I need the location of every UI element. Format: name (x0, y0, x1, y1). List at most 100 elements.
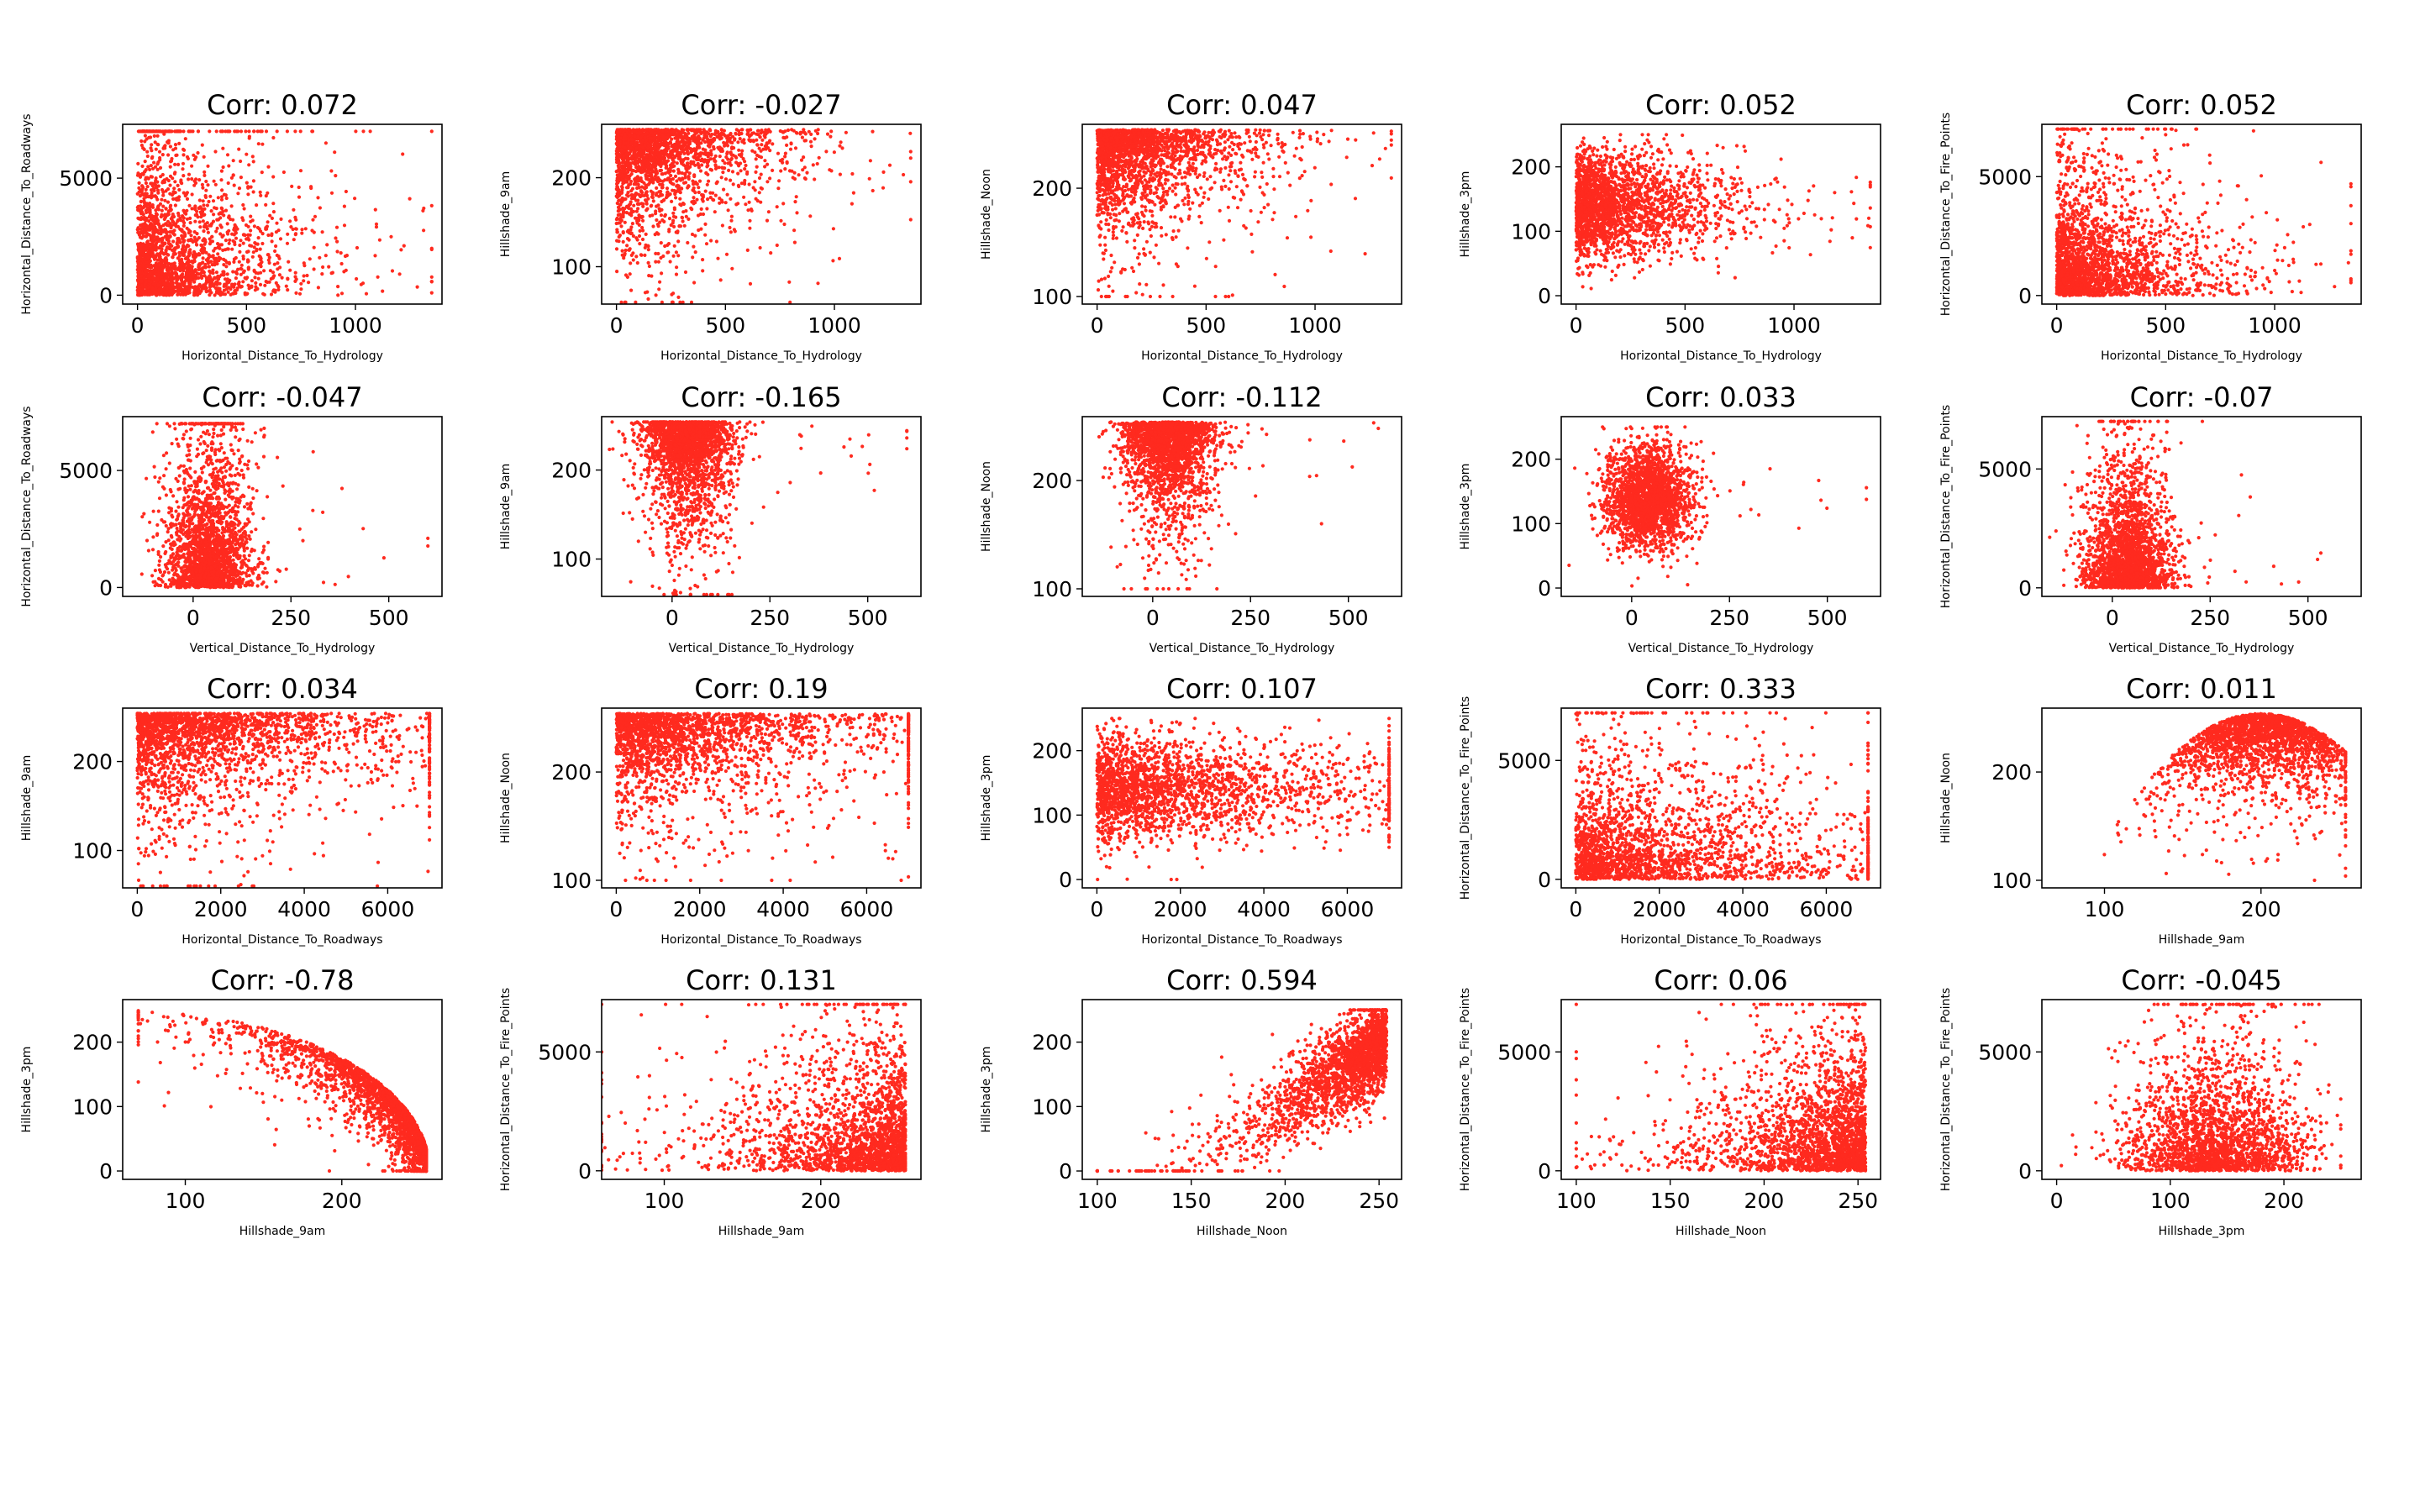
scatter-point (190, 207, 194, 211)
scatter-point (247, 136, 251, 140)
scatter-point (175, 275, 179, 279)
scatter-point (298, 169, 303, 173)
scatter-point (693, 180, 698, 185)
scatter-point (252, 224, 256, 228)
scatter-point (653, 158, 657, 162)
scatter-point (696, 155, 700, 160)
scatter-point (644, 183, 648, 187)
scatter-point (655, 179, 660, 184)
scatter-point (171, 271, 176, 276)
scatter-point (199, 249, 203, 253)
scatter-point (222, 273, 226, 277)
scatter-point (228, 238, 232, 242)
scatter-point (260, 232, 265, 236)
scatter-point (249, 228, 253, 233)
scatter-point (188, 216, 192, 220)
scatter-point (150, 188, 154, 192)
scatter-point (663, 139, 667, 143)
scatter-point (203, 240, 208, 244)
scatter-point (327, 265, 331, 269)
scatter-point (813, 177, 817, 181)
scatter-point (198, 205, 203, 209)
scatter-point (713, 166, 718, 171)
scatter-point (212, 179, 216, 183)
scatter-point (1102, 276, 1107, 281)
scatter-point (203, 207, 207, 211)
scatter-point (699, 159, 703, 163)
scatter-point (738, 137, 742, 141)
scatter-point (210, 239, 214, 244)
scatter-point (618, 202, 623, 207)
scatter-point (718, 137, 722, 141)
scatter-point (256, 236, 260, 240)
scatter-point (155, 180, 160, 184)
scatter-point (266, 258, 271, 262)
scatter-point (216, 196, 220, 200)
scatter-point (1199, 186, 1203, 190)
scatter-point (771, 168, 775, 172)
scatter-point (155, 167, 160, 171)
scatter-point (729, 163, 734, 167)
scatter-point (160, 129, 165, 134)
scatter-point (374, 225, 379, 229)
scatter-point (697, 228, 701, 233)
scatter-point (686, 146, 690, 150)
scatter-point (203, 170, 207, 174)
scatter-point (667, 229, 671, 234)
scatter-point (629, 213, 634, 218)
scatter-point (617, 175, 622, 179)
scatter-point (277, 273, 281, 277)
scatter-point (219, 197, 224, 202)
scatter-point (674, 250, 679, 255)
scatter-point (138, 231, 142, 235)
scatter-point (148, 205, 152, 209)
scatter-point (723, 166, 727, 171)
scatter-point (208, 129, 212, 134)
scatter-point (1110, 265, 1114, 270)
scatter-point (759, 149, 763, 153)
scatter-point (691, 161, 696, 165)
scatter-point (260, 129, 264, 134)
scatter-point (201, 256, 205, 260)
scatter-point (271, 276, 275, 280)
scatter-point (747, 134, 752, 139)
scatter-point (245, 181, 249, 185)
scatter-point (701, 138, 705, 142)
scatter-point (723, 134, 728, 138)
scatter-point (157, 223, 161, 227)
scatter-point (171, 255, 175, 260)
scatter-point (214, 229, 218, 234)
scatter-point (178, 218, 183, 223)
scatter-point (211, 284, 216, 288)
scatter-point (191, 275, 195, 279)
scatter-point (139, 279, 144, 283)
scatter-point (165, 231, 169, 235)
scatter-point (373, 254, 377, 258)
scatter-point (785, 143, 789, 147)
scatter-point (252, 268, 256, 272)
scatter-point (160, 197, 164, 202)
scatter-point (651, 181, 655, 185)
scatter-point (231, 218, 235, 222)
scatter-point (251, 160, 255, 164)
scatter-point (623, 300, 627, 304)
scatter-point (785, 160, 789, 165)
scatter-point (838, 172, 843, 176)
scatter-point (615, 178, 619, 182)
scatter-point (145, 260, 149, 265)
scatter-point (715, 134, 719, 139)
scatter-point (686, 129, 690, 133)
scatter-point (197, 236, 201, 240)
scatter-point (674, 196, 678, 200)
scatter-point (618, 142, 622, 146)
axes-frame (601, 123, 922, 305)
scatter-point (1109, 191, 1114, 195)
scatter-point (652, 152, 656, 156)
scatter-point (225, 272, 229, 276)
scatter-point (622, 167, 626, 171)
scatter-point (150, 213, 154, 218)
scatter-point (677, 190, 682, 194)
scatter-point (354, 129, 358, 134)
scatter-point (708, 128, 712, 132)
scatter-point (654, 131, 658, 135)
